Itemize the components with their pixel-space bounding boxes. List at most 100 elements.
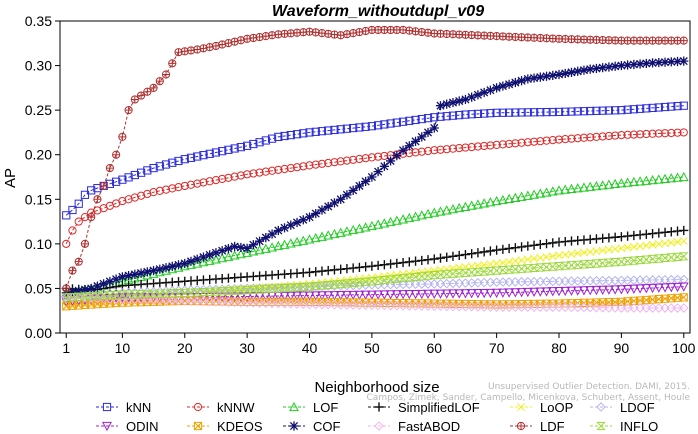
- legend-marker: [374, 421, 384, 431]
- y-tick-label: 0.15: [25, 191, 52, 207]
- series-point: [392, 274, 402, 283]
- series-point: [285, 299, 296, 309]
- series-cof: [61, 56, 689, 298]
- series-point: [161, 289, 171, 298]
- series-point: [466, 200, 477, 210]
- series-point: [491, 302, 502, 312]
- series-point: [230, 172, 239, 181]
- series-point: [554, 185, 564, 195]
- series-point: [273, 240, 284, 251]
- series-point: [417, 27, 426, 37]
- series-point: [536, 137, 545, 146]
- series-point: [267, 298, 277, 309]
- series-point: [529, 73, 539, 83]
- series-point: [317, 281, 327, 290]
- series-ldf: [62, 25, 688, 293]
- series-point: [654, 129, 663, 138]
- series-point: [367, 261, 377, 271]
- series-point: [641, 284, 652, 294]
- series-point: [667, 102, 676, 111]
- series-point: [648, 103, 657, 113]
- series-point: [511, 108, 520, 117]
- series-point: [611, 245, 620, 253]
- series-point: [498, 302, 508, 312]
- series-point: [143, 166, 152, 175]
- series-point: [118, 132, 127, 141]
- series-point: [479, 288, 490, 299]
- x-axis-label: Neighborhood size: [314, 379, 439, 396]
- series-point: [355, 154, 364, 164]
- series-point: [454, 202, 465, 213]
- series-point: [92, 293, 103, 304]
- series-point: [610, 303, 620, 313]
- chart-title: Waveform_withoutdupl_v09: [272, 3, 484, 20]
- series-point: [292, 236, 302, 247]
- series-point: [148, 289, 159, 298]
- series-point: [597, 180, 608, 190]
- series-point: [292, 28, 302, 37]
- series-point: [566, 261, 577, 270]
- series-point: [236, 143, 245, 152]
- series-point: [236, 242, 246, 253]
- series-point: [678, 171, 689, 182]
- series-point: [423, 289, 433, 300]
- legend-label: INFLO: [620, 419, 658, 434]
- series-point: [92, 281, 103, 291]
- series-point: [279, 291, 290, 302]
- series-point: [74, 286, 84, 296]
- series-point: [517, 108, 526, 117]
- series-point: [629, 130, 638, 139]
- series-point: [161, 70, 171, 79]
- series-point: [367, 300, 377, 311]
- series-point: [442, 99, 452, 109]
- series-point: [379, 300, 390, 311]
- series-point: [448, 269, 458, 278]
- series-point: [516, 288, 527, 298]
- series-point: [156, 77, 164, 85]
- series-point: [67, 287, 78, 297]
- series-point: [592, 247, 601, 256]
- series-point: [62, 284, 71, 293]
- series-point: [186, 259, 196, 269]
- series-point: [136, 91, 146, 100]
- series-point: [142, 289, 153, 299]
- series-point: [81, 240, 89, 248]
- series-point: [523, 264, 533, 273]
- series-point: [74, 257, 83, 266]
- series-point: [236, 297, 246, 308]
- series-point: [616, 178, 627, 188]
- series-point: [305, 161, 314, 170]
- series-point: [430, 146, 439, 155]
- series-point: [261, 285, 271, 294]
- series-point: [679, 225, 689, 236]
- series-point: [473, 248, 483, 258]
- series-point: [317, 231, 327, 241]
- series-point: [492, 140, 501, 150]
- series-point: [180, 155, 189, 164]
- series-point: [516, 264, 527, 273]
- series-point: [217, 246, 227, 256]
- series-point: [317, 127, 327, 136]
- series-point: [235, 292, 246, 302]
- series-point: [373, 219, 384, 229]
- series-point: [623, 243, 632, 252]
- series-point: [374, 152, 383, 161]
- x-tick-label: 30: [239, 340, 255, 356]
- series-point: [504, 265, 514, 274]
- series-point: [523, 138, 532, 147]
- series-point: [435, 270, 446, 279]
- legend-marker: [102, 421, 112, 432]
- series-point: [106, 164, 114, 172]
- series-point: [480, 109, 489, 118]
- series-point: [398, 274, 408, 283]
- y-tick-label: 0.20: [25, 147, 52, 163]
- series-point: [105, 291, 115, 300]
- series-point: [504, 288, 515, 298]
- series-point: [242, 297, 252, 308]
- series-point: [660, 303, 670, 313]
- series-point: [541, 262, 552, 272]
- series-point: [205, 250, 215, 260]
- series-point: [641, 58, 651, 69]
- series-point: [211, 254, 221, 264]
- series-point: [223, 251, 234, 261]
